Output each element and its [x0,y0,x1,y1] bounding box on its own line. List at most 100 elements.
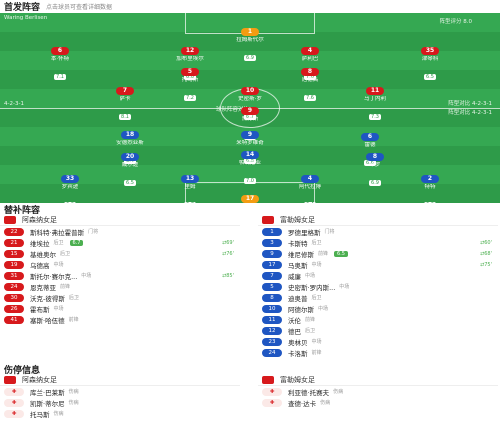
sub-row[interactable]: 19 乌德高 中场 [0,259,240,270]
sub-number: 23 [262,337,282,346]
sub-row[interactable]: 24 恩克蒂亚 前锋 [0,281,240,292]
home-player-8[interactable]: 8 厄德高 7.6 [275,58,345,103]
sub-row[interactable]: 8 迪奥普 后卫 [258,292,498,303]
away-player-8[interactable]: 8 卡罗 6.9 [340,143,410,188]
jersey-number: 18 [121,131,139,139]
sub-row[interactable]: 17 马奥斯 中场 ⇄75' [258,259,498,270]
sub-row[interactable]: 11 沃伦 前锋 [258,314,498,325]
sub-name: 乌德高 [30,261,50,270]
home-player-6[interactable]: 6 本·怀特 7.1 [25,37,95,82]
away-player-6[interactable]: 6 雷德 6.6 [335,123,405,168]
sub-name: 威廉 [288,272,301,281]
lineup-header: 首发阵容 点击球员可查看详细数据 [0,0,113,13]
home-player-4[interactable]: 4 萨利巴 7.0 [275,37,345,82]
sub-row[interactable]: 5 史密斯·罗内斯... 中场 [258,281,498,292]
sub-row[interactable]: 3 卡斯特 后卫 ⇄60' [258,237,498,248]
injury-row[interactable]: ✚ 凯斯·蒂尔尼 伤病 [0,397,240,408]
sub-number: 31 [4,271,24,280]
jersey-number: 4 [301,47,319,55]
sub-position: 前锋 [68,317,79,323]
sub-position: 后卫 [60,251,71,257]
player-name: 阿代拉博 [298,184,321,190]
home-player-12[interactable]: 12 加布里埃尔 6.8 [155,37,225,82]
sub-row[interactable]: 23 奥林贝 中场 [258,336,498,347]
sub-position: 前锋 [311,350,322,356]
home-player-35[interactable]: 35 津琴科 6.5 [395,37,465,82]
sub-row[interactable]: 21 维埃拉 后卫 6.7 ⇄69' [0,237,240,248]
home-player-7[interactable]: 7 萨卡 8.1 [90,77,160,122]
sub-number: 8 [262,293,282,302]
sub-row[interactable]: 24 卡洛斯 前锋 [258,347,498,358]
pitch-center-text: 球队阵容对比 [216,107,250,113]
injury-status: 伤病 [68,400,79,406]
player-name: 津琴科 [421,56,439,62]
sub-row[interactable]: 9 维尼修斯 前锋 6.5 ⇄68' [258,248,498,259]
sub-name: 阿德尔斯 [288,305,314,314]
away-player-9[interactable]: 9 米特罗维奇 6.8 [215,121,285,166]
jersey-number: 33 [61,175,79,183]
sub-row[interactable]: 30 沃克-彼得斯 后卫 [0,292,240,303]
home-formation: 4-2-3-1 [4,101,24,107]
player-name: 里姆 [184,184,196,190]
substitution-icon: ⇄76' [222,250,234,257]
sub-name: 卡洛斯 [288,349,308,358]
sub-row[interactable]: 12 德巴 后卫 [258,325,498,336]
sub-number: 24 [262,348,282,357]
jersey-number: 4 [301,175,319,183]
player-rating: 6.5 [124,180,136,186]
sub-row[interactable]: 15 基维奥尔 后卫 ⇄76' [0,248,240,259]
home-player-10[interactable]: 10 史密斯·罗 6.7 [215,77,285,122]
home-player-5[interactable]: 5 托马斯 7.2 [155,58,225,103]
sub-number: 15 [4,249,24,258]
lineup-subtitle: 点击球员可查看详细数据 [46,3,113,11]
player-rating: 7.6 [304,95,316,101]
injury-status: 伤病 [68,389,79,395]
subs-header: 替补阵容 [0,203,40,216]
away-injury-crest-icon [262,376,274,384]
injury-row[interactable]: ✚ 托马斯 伤病 [0,408,240,419]
injured-player-name: 利亚德·托赛夫 [288,388,330,397]
player-name: 罗宾逊 [61,184,79,190]
player-rating: 6.6 [364,160,376,166]
home-team-label: Waring Berlisen [4,15,48,21]
away-player-20[interactable]: 20 威尔逊 6.5 [95,143,165,188]
sub-row[interactable]: 1 罗德里格斯 门将 [258,226,498,237]
player-rating: 6.9 [369,180,381,186]
sub-row[interactable]: 7 威廉 中场 [258,270,498,281]
player-rating: 6.5 [424,74,436,80]
player-rating: 6.4 [304,202,316,203]
player-rating: 6.9 [244,55,256,61]
home-player-11[interactable]: 11 马丁内利 7.3 [340,77,410,122]
injury-status: 伤病 [333,389,344,395]
player-name: 萨卡 [119,96,131,102]
home-player-1[interactable]: 1 拉姆斯代尔 6.9 [215,18,285,63]
player-rating: 7.0 [244,178,256,184]
sub-position: 后卫 [305,328,316,334]
sub-row[interactable]: 10 阿德尔斯 中场 [258,303,498,314]
sub-position: 后卫 [311,295,322,301]
sub-row[interactable]: 22 斯科特·弗拉霍普斯 门将 [0,226,240,237]
injury-icon: ✚ [262,387,282,396]
sub-number: 26 [4,304,24,313]
sub-row[interactable]: 26 霍布斯 中场 [0,303,240,314]
injury-title: 伤停信息 [4,365,41,376]
sub-row[interactable]: 31 斯托尔·赛尔克... 中场 ⇄85' [0,270,240,281]
away-player-14[interactable]: 14 帕利尼亚 7.0 [215,141,285,186]
away-player-18[interactable]: 18 安德烈亚斯 6.4 [95,121,165,166]
sub-name: 维尼修斯 [288,250,314,259]
injury-row[interactable]: ✚ 库兰·巴莱斯 伤病 [0,386,240,397]
injury-row[interactable]: ✚ 查德·达卡 伤病 [258,397,498,408]
sub-number: 22 [4,227,24,236]
formation-compare-1: 阵型对比 4-2-3-1 [448,101,492,107]
lineup-title: 首发阵容 [4,2,41,13]
sub-name: 卡斯特 [288,239,308,248]
injury-icon: ✚ [262,398,282,407]
away-player-17[interactable]: 17莱诺7.1 [215,185,285,203]
injury-row[interactable]: ✚ 利亚德·托赛夫 伤病 [258,386,498,397]
sub-name: 迪奥普 [288,294,308,303]
away-player-2[interactable]: 2特特 6.2 [395,165,465,203]
sub-row[interactable]: 41 塞斯·哈伍德 前锋 [0,314,240,325]
